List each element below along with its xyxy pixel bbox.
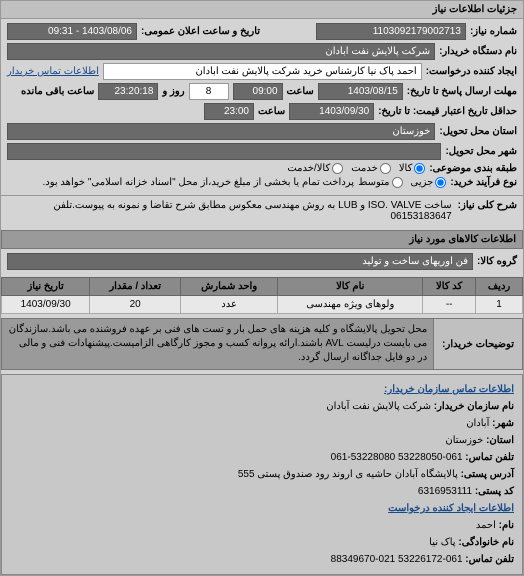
city-input[interactable] [7,143,441,160]
org-input[interactable] [7,43,435,60]
form-body: شماره نیاز: تاریخ و ساعت اعلان عمومی: نا… [1,19,523,195]
td-unit: عدد [181,296,278,314]
creator-input[interactable] [103,63,422,80]
deadline-date-input[interactable] [318,83,403,100]
creator-label: ایجاد کننده درخواست: [426,66,517,77]
radio-kala[interactable]: کالا [399,163,426,174]
th-date: تاریخ نیاز [2,278,90,296]
c-prov: خوزستان [445,435,483,446]
c-org: شرکت پالایش نفت آبادان [326,401,431,412]
c-name: احمد [476,520,496,531]
time-label-2: ساعت [258,106,285,117]
need-no-input[interactable] [316,23,466,40]
th-row: ردیف [476,278,523,296]
contact-box: اطلاعات تماس سازمان خریدار: نام سازمان خ… [1,374,523,575]
process-label: نوع فرآیند خرید: [450,177,517,188]
c-lname: پاک نیا [429,537,455,548]
time-label-1: ساعت [287,86,314,97]
radio-kala-input[interactable] [414,163,425,174]
contact-link[interactable]: اطلاعات تماس خریدار [7,66,99,77]
creator-header: اطلاعات ایجاد کننده درخواست [10,500,514,517]
announce-input[interactable] [7,23,137,40]
th-unit: واحد شمارش [181,278,278,296]
radio-mix[interactable]: کالا/خدمت [287,163,343,174]
c-post-l: کد پستی: [475,486,514,497]
need-details-panel: جزئیات اطلاعات نیاز شماره نیاز: تاریخ و … [0,0,524,576]
radio-partial[interactable]: جزیی [411,177,447,188]
td-row: 1 [476,296,523,314]
radio-partial-input[interactable] [435,177,446,188]
group-input[interactable] [7,253,473,270]
deadline-time-input[interactable] [233,83,283,100]
need-title-label: شرح کلی نیاز: [458,200,517,222]
c-city-l: شهر: [492,418,514,429]
city-label: شهر محل تحویل: [445,146,517,157]
c-addr-l: آدرس پستی: [461,469,514,480]
day-word: روز و [162,86,184,97]
c-addr: پالایشگاه آبادان حاشیه ی اروند رود صندوق… [238,469,458,480]
th-qty: تعداد / مقدار [90,278,181,296]
c-ctel: 061-53226172 021-88349670 [331,554,463,565]
deadline-label: مهلت ارسال پاسخ تا تاریخ: [407,86,517,97]
table-header-row: ردیف کد کالا نام کالا واحد شمارش تعداد /… [2,278,523,296]
contact-header: اطلاعات تماس سازمان خریدار: [10,381,514,398]
td-name: ولوهای ویژه مهندسی [278,296,423,314]
td-date: 1403/09/30 [2,296,90,314]
c-tel: 061-53228050 53228080-061 [331,452,463,463]
panel-title: جزئیات اطلاعات نیاز [1,1,523,19]
buyer-note-content: محل تحویل پالایشگاه و کلیه هزینه های حمل… [2,319,433,369]
c-lname-l: نام خانوادگی: [458,537,514,548]
subject-radio-group: کالا خدمت کالا/خدمت [287,163,425,174]
process-radio-group: جزیی متوسط [358,177,446,188]
th-name: نام کالا [278,278,423,296]
group-label: گروه کالا: [477,256,517,267]
days-input[interactable] [189,83,229,100]
province-input[interactable] [7,123,435,140]
validity-label: حداقل تاریخ اعتبار قیمت: تا تاریخ: [378,106,517,117]
radio-khadamat[interactable]: خدمت [351,163,391,174]
radio-medium[interactable]: متوسط [358,177,402,188]
validity-time-input[interactable] [204,103,254,120]
province-label: استان محل تحویل: [439,126,517,137]
c-org-l: نام سازمان خریدار: [434,401,514,412]
need-title: ساخت ISO. VALVE و LUB به روش مهندسی معکو… [7,200,452,222]
radio-mix-input[interactable] [332,163,343,174]
td-code: -- [423,296,476,314]
radio-khadamat-input[interactable] [380,163,391,174]
c-post: 6316953111 [418,486,472,497]
items-section-header: اطلاعات کالاهای مورد نیاز [1,230,523,249]
remain-label: ساعت باقی مانده [21,86,94,97]
announce-label: تاریخ و ساعت اعلان عمومی: [141,26,260,37]
c-name-l: نام: [499,520,514,531]
buyer-note-label: توضیحات خریدار: [433,319,522,369]
c-city: آبادان [466,418,489,429]
c-prov-l: استان: [486,435,514,446]
remain-input[interactable] [98,83,158,100]
th-code: کد کالا [423,278,476,296]
buyer-note-box: توضیحات خریدار: محل تحویل پالایشگاه و کل… [1,318,523,370]
process-note: پرداخت تمام یا بخشی از مبلغ خرید،از محل … [42,177,354,188]
need-no-label: شماره نیاز: [470,26,517,37]
c-ctel-l: تلفن تماس: [465,554,514,565]
org-label: نام دستگاه خریدار: [439,46,517,57]
td-qty: 20 [90,296,181,314]
subject-group-label: طبقه بندی موضوعی: [429,163,517,174]
items-table: ردیف کد کالا نام کالا واحد شمارش تعداد /… [1,277,523,314]
radio-medium-input[interactable] [392,177,403,188]
validity-date-input[interactable] [289,103,374,120]
table-row[interactable]: 1 -- ولوهای ویژه مهندسی عدد 20 1403/09/3… [2,296,523,314]
c-tel-l: تلفن تماس: [465,452,514,463]
